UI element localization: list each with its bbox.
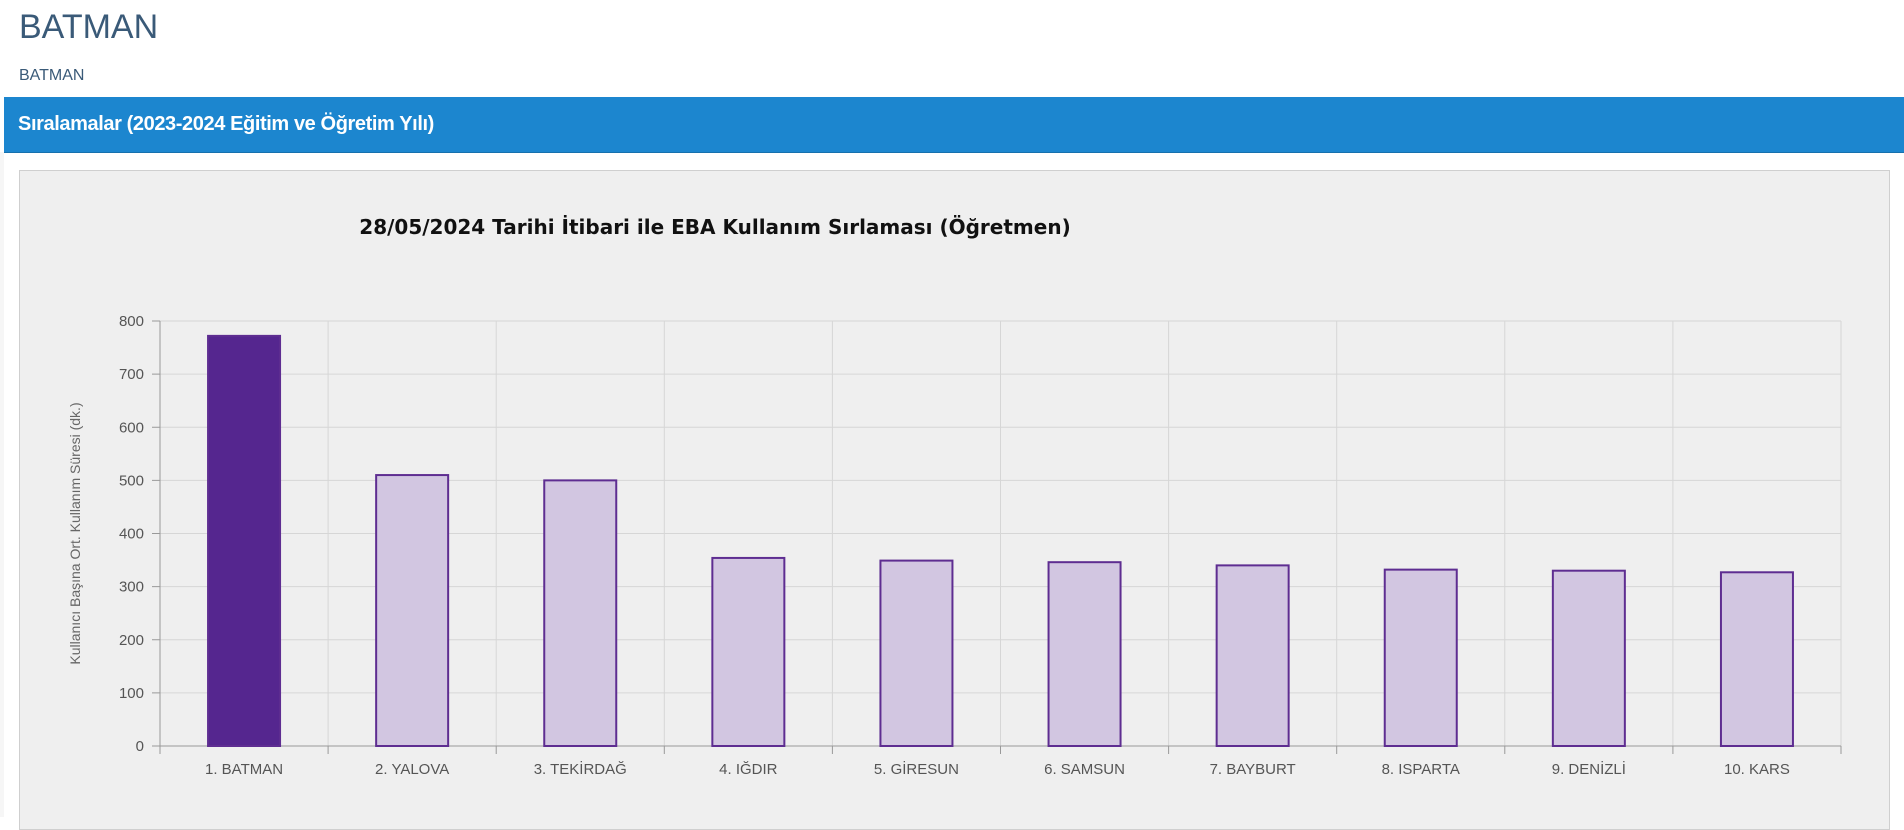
ranking-bar-chart: 28/05/2024 Tarihi İtibari ile EBA Kullan… — [67, 215, 1842, 778]
bar-5 — [879, 559, 954, 747]
y-tick-label: 100 — [119, 685, 144, 702]
y-tick-label: 700 — [119, 366, 144, 383]
bar-7 — [1215, 564, 1290, 747]
bar-8 — [1383, 568, 1458, 747]
bar-9 — [1551, 569, 1626, 747]
bar-4 — [711, 556, 786, 747]
y-tick-label: 300 — [119, 579, 144, 596]
page-title: BATMAN — [19, 8, 159, 46]
bar-1 — [207, 334, 282, 747]
left-edge-strip — [0, 152, 4, 817]
x-tick-label: 9. DENİZLİ — [1552, 760, 1626, 778]
x-tick-label: 7. BAYBURT — [1210, 761, 1296, 778]
x-tick-label: 5. GİRESUN — [874, 760, 959, 778]
x-tick-label: 2. YALOVA — [375, 761, 449, 778]
x-tick-label: 4. IĞDIR — [719, 761, 778, 778]
x-tick-label: 6. SAMSUN — [1044, 761, 1125, 778]
section-header-bar: Sıralamalar (2023-2024 Eğitim ve Öğretim… — [4, 97, 1904, 153]
bar-10 — [1719, 571, 1794, 747]
x-tick-label: 8. ISPARTA — [1382, 761, 1460, 778]
bar-2 — [375, 474, 450, 747]
chart-panel: 28/05/2024 Tarihi İtibari ile EBA Kullan… — [19, 170, 1890, 830]
y-tick-label: 200 — [119, 632, 144, 649]
x-tick-label: 3. TEKİRDAĞ — [534, 760, 627, 778]
bar-6 — [1047, 561, 1122, 747]
y-tick-label: 400 — [119, 526, 144, 543]
y-tick-label: 600 — [119, 419, 144, 436]
bar-3 — [543, 479, 618, 747]
chart-title: 28/05/2024 Tarihi İtibari ile EBA Kullan… — [359, 215, 1070, 239]
breadcrumb: BATMAN — [19, 67, 85, 84]
page-header: BATMAN BATMAN — [0, 0, 1904, 97]
y-axis-label: Kullanıcı Başına Ort. Kullanım Süresi (d… — [67, 402, 83, 664]
x-tick-label: 1. BATMAN — [205, 761, 283, 778]
y-tick-label: 0 — [136, 738, 144, 755]
section-title: Sıralamalar (2023-2024 Eğitim ve Öğretim… — [18, 113, 434, 135]
y-tick-label: 500 — [119, 472, 144, 489]
y-tick-label: 800 — [119, 313, 144, 330]
x-tick-label: 10. KARS — [1724, 761, 1790, 778]
